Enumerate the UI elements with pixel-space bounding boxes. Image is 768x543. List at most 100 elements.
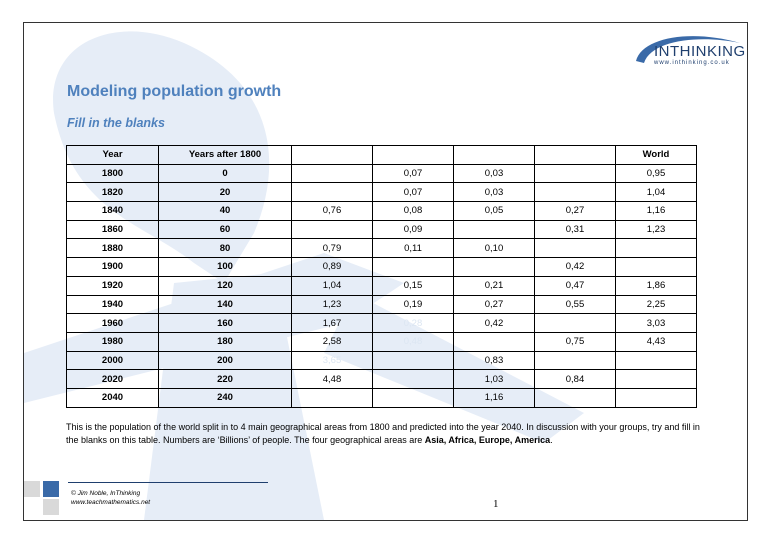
value-cell: 2,25 — [615, 294, 697, 315]
year-cell: 1860 — [66, 219, 159, 240]
value-cell: 0,27 — [453, 294, 535, 315]
table-row: 2020 220 4,48 1,03 0,84 — [66, 369, 697, 389]
years-after-cell: 40 — [158, 201, 292, 221]
value-cell: 0,95 — [615, 163, 697, 184]
table-row: 1980 180 2,58 0,48 0,75 4,43 — [66, 331, 697, 352]
value-cell: 0,21 — [453, 275, 535, 296]
value-cell — [615, 238, 697, 259]
value-cell: 3,65 — [291, 350, 373, 371]
value-cell — [372, 387, 454, 408]
value-cell — [291, 163, 373, 184]
value-cell: 0,84 — [534, 369, 616, 389]
value-cell: 4,48 — [291, 369, 373, 389]
table-header-row: Year Years after 1800 World — [66, 145, 697, 165]
table-row: 1960 160 1,67 0,28 0,42 3,03 — [66, 313, 697, 333]
year-cell: 1940 — [66, 294, 159, 315]
value-cell: 0,07 — [372, 163, 454, 184]
value-cell: 0,08 — [372, 201, 454, 221]
year-cell: 1900 — [66, 257, 159, 277]
value-cell: 1,04 — [615, 182, 697, 203]
value-cell: 1,86 — [615, 275, 697, 296]
footer-rule — [68, 482, 268, 483]
value-cell — [453, 331, 535, 352]
value-cell: 0,55 — [534, 294, 616, 315]
header-area-4 — [534, 145, 616, 165]
value-cell: 3,03 — [615, 313, 697, 333]
table-row: 2040 240 1,16 — [66, 387, 697, 408]
value-cell: 0,79 — [291, 238, 373, 259]
value-cell: 0,27 — [534, 201, 616, 221]
instructions-end: . — [550, 435, 553, 445]
inthinking-swoosh-icon — [636, 36, 740, 63]
year-cell: 2000 — [66, 350, 159, 371]
value-cell — [615, 350, 697, 371]
years-after-cell: 80 — [158, 238, 292, 259]
instructions-paragraph: This is the population of the world spli… — [66, 421, 706, 447]
document-page: INTHINKING www.inthinking.co.uk Modeling… — [23, 22, 748, 521]
header-years-after: Years after 1800 — [158, 145, 292, 165]
year-cell: 1800 — [66, 163, 159, 184]
header-world: World — [615, 145, 697, 165]
header-area-1 — [291, 145, 373, 165]
years-after-cell: 220 — [158, 369, 292, 389]
year-cell: 1840 — [66, 201, 159, 221]
logo-url: www.inthinking.co.uk — [654, 60, 730, 66]
value-cell: 4,43 — [615, 331, 697, 352]
value-cell: 1,03 — [453, 369, 535, 389]
years-after-cell: 20 — [158, 182, 292, 203]
value-cell — [372, 350, 454, 371]
value-cell — [291, 182, 373, 203]
page-title: Modeling population growth — [67, 83, 282, 100]
value-cell: 0,75 — [534, 331, 616, 352]
table-row: 1900 100 0,89 0,42 — [66, 257, 697, 277]
header-area-3 — [453, 145, 535, 165]
value-cell: 0,03 — [453, 182, 535, 203]
years-after-cell: 0 — [158, 163, 292, 184]
years-after-cell: 180 — [158, 331, 292, 352]
years-after-cell: 240 — [158, 387, 292, 408]
value-cell — [615, 369, 697, 389]
value-cell: 0,83 — [453, 350, 535, 371]
value-cell: 0,31 — [534, 219, 616, 240]
value-cell: 1,16 — [615, 201, 697, 221]
year-cell: 1920 — [66, 275, 159, 296]
value-cell — [291, 219, 373, 240]
year-cell: 1980 — [66, 331, 159, 352]
value-cell: 0,19 — [372, 294, 454, 315]
value-cell: 0,42 — [453, 313, 535, 333]
value-cell: 0,48 — [372, 331, 454, 352]
year-cell: 1960 — [66, 313, 159, 333]
table-row: 1860 60 0,09 0,31 1,23 — [66, 219, 697, 240]
value-cell — [615, 387, 697, 408]
table-row: 2000 200 3,65 0,83 — [66, 350, 697, 371]
years-after-cell: 120 — [158, 275, 292, 296]
year-cell: 1820 — [66, 182, 159, 203]
value-cell: 1,16 — [453, 387, 535, 408]
table-row: 1800 0 0,07 0,03 0,95 — [66, 163, 697, 184]
years-after-cell: 200 — [158, 350, 292, 371]
value-cell: 1,23 — [615, 219, 697, 240]
value-cell — [534, 182, 616, 203]
header-year: Year — [66, 145, 159, 165]
areas-list: Asia, Africa, Europe, America — [424, 435, 551, 445]
value-cell — [615, 257, 697, 277]
table-row: 1880 80 0,79 0,11 0,10 — [66, 238, 697, 259]
instructions-text: This is the population of the world spli… — [66, 422, 700, 445]
table-row: 1840 40 0,76 0,08 0,05 0,27 1,16 — [66, 201, 697, 221]
value-cell — [372, 257, 454, 277]
value-cell: 0,42 — [534, 257, 616, 277]
credit-website: www.teachmathematics.net — [71, 499, 151, 506]
value-cell: 1,23 — [291, 294, 373, 315]
years-after-cell: 140 — [158, 294, 292, 315]
value-cell: 0,89 — [291, 257, 373, 277]
value-cell: 0,07 — [372, 182, 454, 203]
value-cell: 0,10 — [453, 238, 535, 259]
value-cell — [453, 219, 535, 240]
value-cell: 0,76 — [291, 201, 373, 221]
table-row: 1940 140 1,23 0,19 0,27 0,55 2,25 — [66, 294, 697, 315]
table-row: 1820 20 0,07 0,03 1,04 — [66, 182, 697, 203]
year-cell: 2040 — [66, 387, 159, 408]
value-cell: 0,11 — [372, 238, 454, 259]
credit-author: © Jim Noble, InThinking — [71, 490, 141, 497]
value-cell — [534, 313, 616, 333]
